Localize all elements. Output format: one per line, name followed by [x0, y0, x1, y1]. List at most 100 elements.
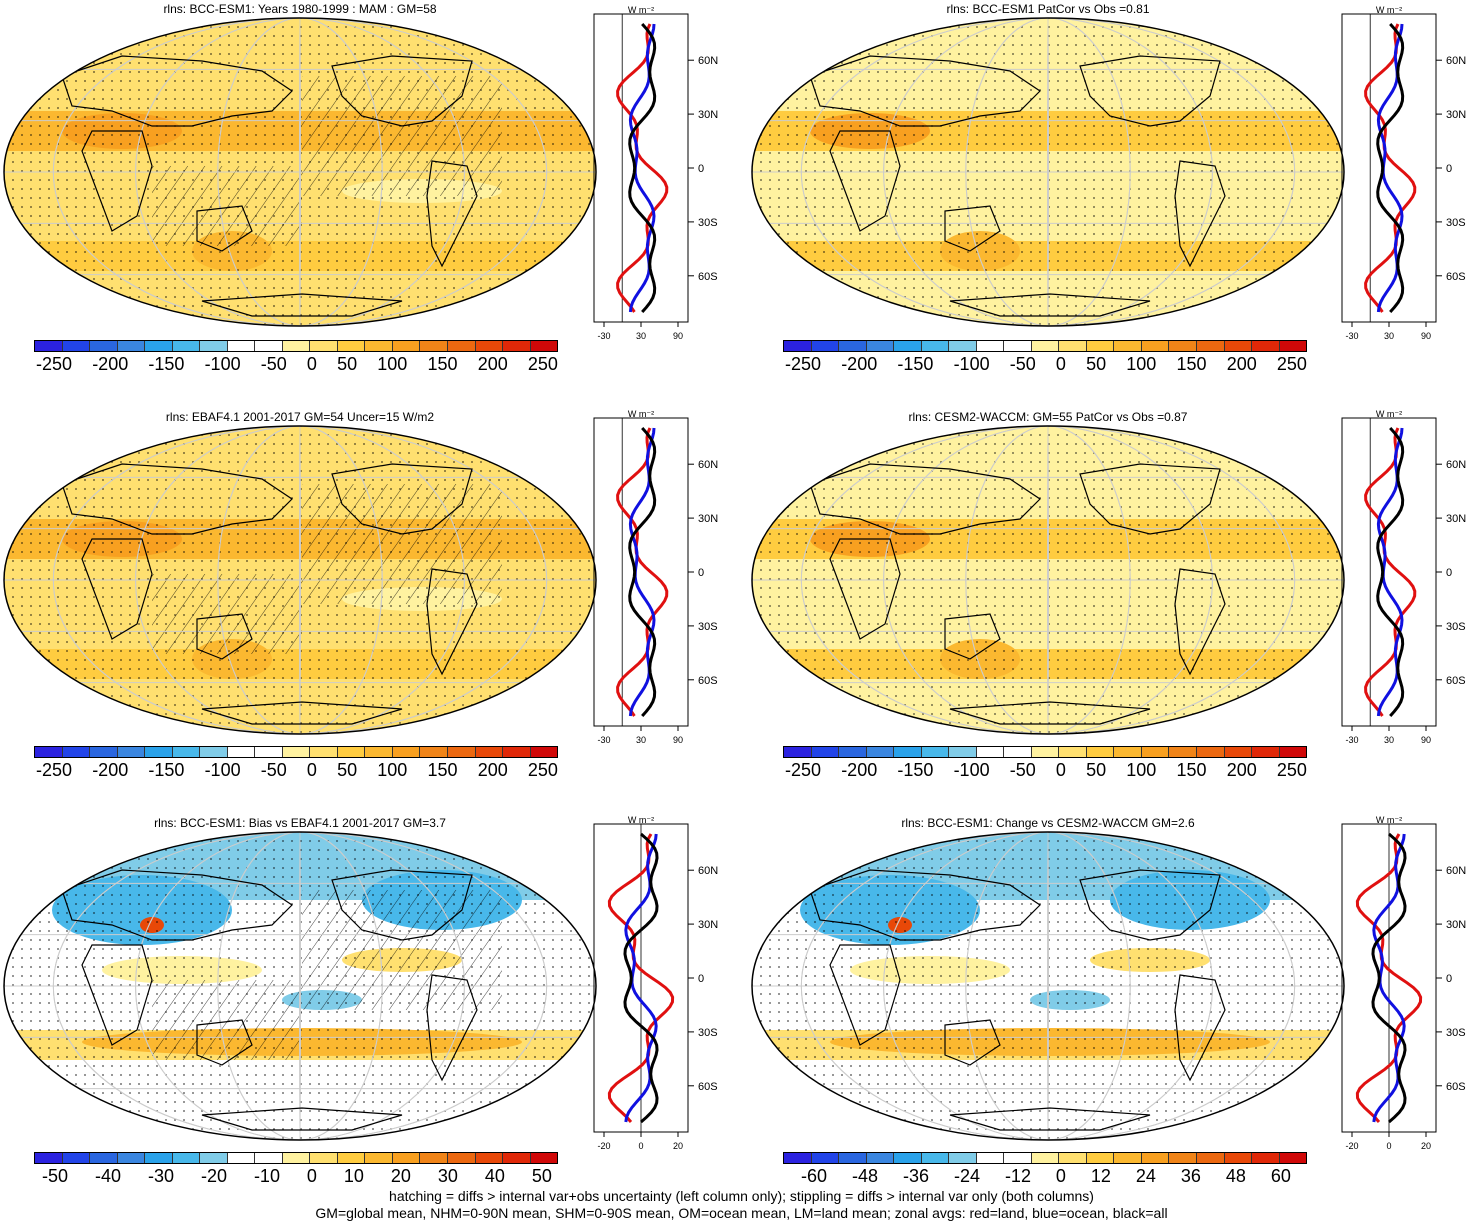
colorbar-swatch — [172, 341, 201, 351]
colorbar-swatch — [392, 1153, 421, 1163]
panel-title-3: rlns: EBAF4.1 2001-2017 GM=54 Uncer=15 W… — [165, 410, 435, 424]
coastline — [1079, 55, 1221, 127]
colorbar-swatch — [976, 341, 1005, 351]
colorbar-swatch — [1141, 1153, 1170, 1163]
colorbar-tick-label: -200 — [92, 354, 129, 374]
colorbar-tick-label: 20 — [390, 1166, 411, 1186]
colorbar-swatch — [1141, 341, 1170, 351]
lat-tick-label: 30N — [698, 919, 718, 931]
zonal-plot-4: W m⁻² 60N 30N 0 30S 60S -30 30 90 — [1341, 409, 1466, 745]
colorbar-swatch — [255, 747, 283, 757]
colorbar-tick-label: 50 — [337, 354, 358, 374]
colorbar-swatch — [117, 341, 146, 351]
colorbar-tick-label: -250 — [36, 760, 73, 780]
zonal-frame — [1341, 13, 1437, 323]
footer-note-1: hatching = diffs > internal var+obs unce… — [389, 1188, 1094, 1204]
colorbar-ticks-4: -250 -200 -150 -100 -50 0 50 100 150 200 250 — [785, 760, 1307, 781]
zonal-x-tick-label: 20 — [673, 1141, 683, 1151]
map-border — [3, 17, 597, 327]
colorbar-ticks-6: -60 -48 -36 -24 -12 0 12 24 36 48 60 — [801, 1166, 1291, 1187]
colorbar-swatch — [811, 1153, 840, 1163]
hatching — [302, 484, 502, 604]
colorbar-swatch — [1279, 341, 1307, 351]
colorbar-tick-label: 10 — [343, 1166, 364, 1186]
zonal-x-tick-label: 0 — [638, 1141, 643, 1151]
colorbar-ticks-2: -250 -200 -150 -100 -50 0 50 100 150 200 250 — [785, 354, 1307, 375]
zonal-x-tick-label: -20 — [1345, 1141, 1358, 1151]
zonal-land-curve — [1364, 23, 1417, 313]
colorbar-swatch — [503, 747, 531, 757]
colorbar-swatch — [420, 747, 448, 757]
colorbar-swatch — [811, 341, 840, 351]
colorbar-swatch — [894, 1153, 922, 1163]
colorbar-tick-label: -60 — [801, 1166, 828, 1186]
lat-tick-label: 60N — [1446, 55, 1466, 67]
zonal-x-tick-label: -20 — [597, 1141, 610, 1151]
colorbar-tick-label: -50 — [1009, 354, 1036, 374]
panel-title-2: rlns: BCC-ESM1 PatCor vs Obs =0.81 — [946, 2, 1150, 16]
colorbar-swatch — [1279, 1153, 1307, 1163]
lat-tick-label: 30S — [1446, 217, 1466, 229]
zonal-unit-label: W m⁻² — [1376, 815, 1402, 825]
coastline — [426, 568, 478, 676]
colorbar-swatch — [172, 747, 201, 757]
colorbar-tick-label: 60 — [1270, 1166, 1291, 1186]
coastline — [426, 974, 478, 1082]
lat-tick-label: 0 — [1446, 973, 1452, 985]
colorbar-tick-label: 0 — [1055, 354, 1066, 374]
map-border — [3, 425, 597, 735]
colorbar-tick-label: 50 — [1086, 354, 1107, 374]
colorbar-tick-label: 250 — [527, 760, 558, 780]
coastline — [829, 538, 901, 640]
zonal-x-tick-label: 30 — [1384, 735, 1394, 745]
colorbar-swatch — [784, 341, 812, 351]
colorbar-swatch — [784, 747, 812, 757]
colorbar-swatch — [337, 747, 366, 757]
colorbar-tick-label: 0 — [1055, 1166, 1066, 1186]
colorbar-swatch — [1252, 1153, 1280, 1163]
colorbar-tick-label: -50 — [1009, 760, 1036, 780]
colorbar-tick-label: -36 — [902, 1166, 929, 1186]
lat-tick-label: 30S — [698, 621, 718, 633]
lat-tick-label: 30N — [698, 109, 718, 121]
colorbar-2 — [783, 340, 1307, 352]
coastline — [196, 1019, 253, 1066]
colorbar-tick-label: -10 — [253, 1166, 280, 1186]
colorbar-swatch — [35, 1153, 63, 1163]
colorbar-tick-label: -200 — [841, 760, 878, 780]
colorbar-swatch — [117, 1153, 146, 1163]
coastline — [81, 944, 153, 1046]
coastline — [949, 1107, 1151, 1131]
coastline — [944, 613, 1001, 660]
coastline — [809, 869, 1041, 941]
colorbar-swatch — [282, 1153, 311, 1163]
zonal-all-curve — [1376, 427, 1405, 717]
coastline — [809, 463, 1041, 535]
colorbar-swatch — [282, 747, 311, 757]
zonal-land-curve — [616, 427, 669, 717]
colorbar-swatch — [475, 747, 504, 757]
lat-tick-label: 60N — [1446, 865, 1466, 877]
colorbar-swatch — [839, 747, 867, 757]
zonal-land-curve — [607, 833, 675, 1123]
coastline — [944, 1019, 1001, 1066]
lat-tick-label: 30S — [698, 1027, 718, 1039]
colorbar-swatch — [784, 1153, 812, 1163]
colorbar-swatch — [530, 1153, 558, 1163]
colorbar-swatch — [200, 747, 228, 757]
colorbar-swatch — [949, 747, 977, 757]
colorbar-swatch — [1114, 1153, 1142, 1163]
colorbar-tick-label: -24 — [953, 1166, 980, 1186]
map-border — [751, 425, 1345, 735]
zonal-land-curve — [616, 23, 669, 313]
coastline — [1174, 160, 1226, 268]
colorbar-swatch — [530, 341, 558, 351]
colorbar-swatch — [200, 341, 228, 351]
colorbar-tick-label: 0 — [306, 1166, 317, 1186]
coastline — [201, 1107, 403, 1131]
colorbar-swatch — [921, 341, 950, 351]
colorbar-tick-label: -12 — [1004, 1166, 1031, 1186]
colorbar-tick-label: 0 — [306, 760, 317, 780]
colorbar-swatch — [839, 1153, 867, 1163]
colorbar-tick-label: -150 — [148, 760, 185, 780]
